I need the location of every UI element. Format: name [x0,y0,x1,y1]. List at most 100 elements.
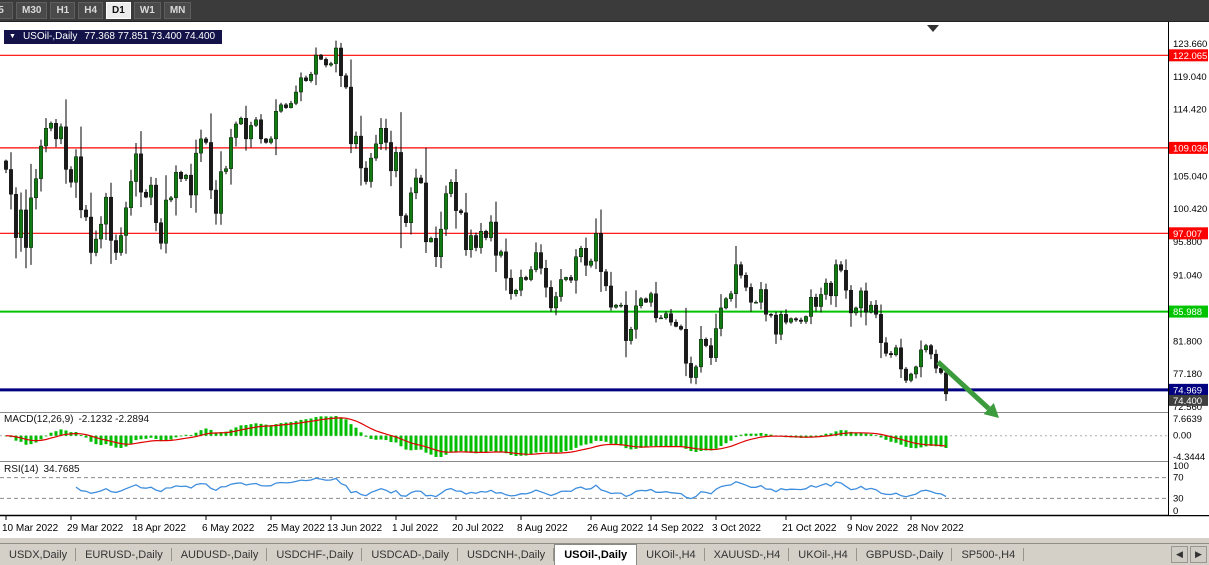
macd-histogram-bar [649,435,653,447]
current-price-badge-label: 74.400 [1173,396,1202,407]
macd-histogram-bar [874,435,878,436]
macd-histogram-bar [324,416,328,436]
candle-body [199,138,203,154]
tabbar-scroll-left-button[interactable]: ◀ [1171,546,1188,563]
symbol-tab-gbpusd-daily-10[interactable]: GBPUSD-,Daily [857,544,953,565]
collapse-triangle-icon[interactable]: ▼ [9,32,16,40]
macd-histogram-bar [289,422,293,436]
macd-histogram-bar [54,431,58,436]
candle-body [239,118,243,125]
candle-body [514,289,518,294]
candle-body [894,347,898,356]
timeframe-button-MN[interactable]: MN [163,2,192,19]
candle-body [459,210,463,213]
timeframe-button-H4[interactable]: H4 [78,2,104,19]
macd-histogram-bar [184,434,188,436]
candle-body [799,319,803,322]
symbol-tab-usdcad-daily-4[interactable]: USDCAD-,Daily [362,544,458,565]
macd-histogram-bar [389,435,393,443]
candle-body [214,189,218,214]
macd-histogram-bar [509,435,513,456]
macd-histogram-bar [624,435,628,449]
candle-body [314,54,318,75]
macd-histogram-bar [179,435,183,437]
candle-body [694,366,698,378]
macd-histogram-bar [279,423,283,436]
macd-histogram-bar [559,435,563,453]
macd-histogram-bar [929,435,933,446]
candle-body [919,349,923,368]
macd-histogram-bar [59,429,63,436]
macd-histogram-bar [914,435,918,449]
candle-body [299,77,303,93]
symbol-tab-usdx-daily-0[interactable]: USDX,Daily [0,544,77,565]
macd-histogram-bar [609,435,613,444]
timeframe-button-5[interactable]: 5 [0,2,13,19]
macd-histogram-bar [264,424,268,436]
chart-shift-marker-icon[interactable] [927,25,939,32]
timeframe-button-H1[interactable]: H1 [50,2,76,19]
macd-histogram-bar [479,435,483,453]
macd-histogram-bar [294,421,298,436]
trend-arrow-shaft[interactable] [936,360,991,411]
tabbar-scroll-right-button[interactable]: ▶ [1190,546,1207,563]
chart-symbol-label: USOil-,Daily [22,31,78,42]
timeframe-button-W1[interactable]: W1 [133,2,161,19]
candle-body [929,345,933,355]
trend-arrow-head-icon[interactable] [983,403,999,418]
candle-body [179,172,183,179]
symbol-tab-ukoil-h4-7[interactable]: UKOil-,H4 [637,544,705,565]
candle-body [404,215,408,223]
macd-histogram-bar [684,435,688,449]
macd-histogram-bar [134,435,138,441]
candle-body [254,119,258,126]
candle-body [789,318,793,323]
chart-title[interactable]: ▼ USOil-,Daily 77.368 77.851 73.400 74.4… [4,30,223,44]
symbol-tab-sp500-h4-11[interactable]: SP500-,H4 [952,544,1025,565]
candle-body [624,304,628,341]
candle-body [769,314,773,316]
timeframe-button-M30[interactable]: M30 [16,2,48,19]
level-price-badge-label: 74.969 [1173,385,1202,396]
date-label: 13 Jun 2022 [327,523,382,534]
date-label: 6 May 2022 [202,523,255,534]
candle-body [39,145,43,179]
level-price-badge [1169,49,1208,62]
candle-body [794,318,798,321]
symbol-tab-eurusd-daily-1[interactable]: EURUSD-,Daily [76,544,172,565]
macd-histogram-bar [194,432,198,436]
candle-body [29,197,33,248]
symbol-tab-audusd-daily-2[interactable]: AUDUSD-,Daily [172,544,268,565]
candle-body [804,316,808,322]
macd-histogram-bar [414,435,418,450]
candle-body [234,123,238,138]
macd-histogram-bar [439,435,443,457]
macd-histogram-bar [129,435,133,444]
macd-histogram-bar [719,435,723,446]
date-axis-background [0,515,1209,538]
candle-body [114,240,118,253]
macd-label: MACD(12,26,9) [4,414,74,425]
candle-body [684,329,688,364]
candle-body [359,135,363,169]
macd-histogram-bar [89,435,93,442]
symbol-tab-xauusd-h4-8[interactable]: XAUUSD-,H4 [705,544,790,565]
macd-histogram-bar [654,435,658,447]
timeframe-button-D1[interactable]: D1 [106,2,131,19]
candle-body [899,347,903,370]
symbol-tab-usdchf-daily-3[interactable]: USDCHF-,Daily [267,544,363,565]
symbol-tab-usdcnh-daily-5[interactable]: USDCNH-,Daily [458,544,555,565]
candle-body [289,103,293,108]
chart-canvas[interactable]: 123.660 119.040 114.420 105.040 100.420 95.80… [0,22,1209,543]
macd-histogram-bar [304,419,308,436]
symbol-tab-usoil-daily-6[interactable]: USOil-,Daily [554,544,638,565]
candle-body [354,135,358,145]
date-label: 3 Oct 2022 [712,523,761,534]
bottom-gap [0,538,1209,543]
date-label: 10 Mar 2022 [2,523,59,534]
macd-histogram-bar [214,432,218,436]
candle-body [619,304,623,307]
candle-body [174,172,178,199]
symbol-tab-ukoil-h4-9[interactable]: UKOil-,H4 [789,544,857,565]
macd-histogram-bar [364,435,368,437]
